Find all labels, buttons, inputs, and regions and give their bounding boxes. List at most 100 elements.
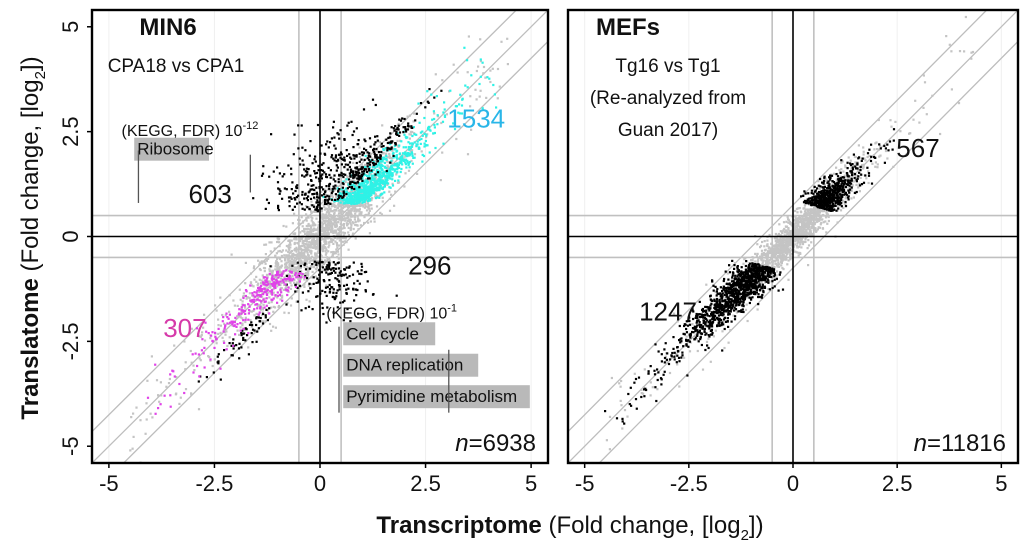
point-grey: [260, 282, 263, 285]
point-cyan: [371, 187, 374, 190]
point-grey: [818, 219, 821, 222]
point-grey: [300, 237, 303, 240]
point-magenta: [225, 348, 228, 351]
point-cyan: [429, 129, 432, 132]
point-grey: [799, 221, 802, 224]
point-black: [390, 126, 393, 129]
point-grey: [354, 220, 357, 223]
point-black: [328, 264, 331, 267]
point-black: [311, 188, 314, 191]
point-black: [268, 307, 271, 310]
point-grey: [811, 212, 814, 215]
point-magenta: [209, 358, 212, 361]
point-grey: [226, 344, 229, 348]
point-grey: [350, 226, 353, 229]
point-grey: [433, 112, 436, 115]
point-cyan: [390, 159, 393, 162]
point-cyan: [434, 146, 437, 150]
point-black: [339, 301, 342, 304]
point-magenta: [251, 292, 254, 295]
point-grey: [344, 219, 347, 222]
point-cyan: [380, 174, 383, 177]
point-black: [294, 283, 297, 286]
point-grey: [299, 278, 302, 281]
point-cyan: [488, 77, 491, 80]
point-grey: [775, 270, 779, 273]
point-grey: [333, 219, 336, 222]
point-cyan: [432, 132, 435, 135]
point-grey: [714, 329, 717, 332]
point-grey: [277, 256, 280, 259]
point-grey: [349, 228, 352, 232]
point-grey: [266, 257, 269, 260]
point-grey: [759, 244, 763, 247]
point-black: [311, 204, 314, 207]
point-black: [260, 174, 264, 177]
point-black: [303, 208, 306, 211]
point-grey: [796, 229, 799, 232]
point-grey: [879, 144, 882, 148]
point-grey: [479, 89, 482, 92]
point-grey: [233, 304, 236, 307]
point-grey: [344, 180, 347, 183]
point-cyan: [478, 82, 481, 86]
point-grey: [821, 218, 824, 221]
point-magenta: [276, 291, 279, 294]
point-cyan: [423, 142, 426, 145]
point-grey: [317, 206, 320, 209]
point-grey: [804, 238, 807, 241]
point-grey: [380, 213, 383, 216]
point-black: [345, 149, 348, 152]
point-black: [240, 346, 243, 349]
point-cyan: [393, 168, 397, 171]
point-black: [339, 151, 343, 154]
point-grey: [319, 253, 322, 256]
point-grey: [308, 206, 311, 209]
point-cyan: [351, 184, 354, 187]
point-cyan: [368, 186, 371, 189]
point-black: [328, 183, 331, 186]
point-grey: [346, 189, 349, 192]
point-grey: [777, 256, 780, 259]
point-black: [433, 96, 436, 99]
point-black: [315, 261, 318, 264]
point-grey: [249, 272, 253, 275]
point-grey: [332, 252, 335, 255]
point-grey: [260, 306, 263, 309]
point-black: [325, 185, 328, 188]
point-grey: [288, 241, 292, 244]
point-black: [391, 140, 394, 143]
point-grey: [810, 223, 813, 226]
point-magenta: [269, 290, 272, 293]
point-grey: [500, 40, 503, 43]
point-black: [328, 185, 331, 188]
point-grey: [797, 219, 800, 222]
point-grey: [397, 145, 400, 148]
point-magenta: [214, 331, 217, 334]
point-black: [346, 276, 349, 279]
point-cyan: [364, 198, 367, 201]
kegg-annotation-text: (KEGG, FDR) 10: [122, 123, 243, 140]
point-grey: [781, 266, 784, 270]
point-black: [357, 168, 360, 171]
point-grey: [764, 252, 767, 256]
point-black: [353, 181, 356, 184]
point-black: [287, 196, 291, 199]
point-grey: [390, 193, 393, 196]
point-black: [325, 202, 328, 206]
point-grey: [317, 230, 320, 233]
point-grey: [337, 218, 341, 221]
point-magenta: [258, 299, 261, 302]
point-grey: [337, 244, 341, 247]
point-black: [297, 147, 300, 150]
point-grey: [366, 202, 370, 205]
point-cyan: [424, 144, 427, 147]
point-black: [365, 170, 369, 173]
point-grey: [835, 166, 838, 169]
point-magenta: [244, 312, 247, 315]
point-grey: [328, 259, 331, 262]
point-grey: [753, 261, 756, 264]
point-magenta: [248, 305, 251, 308]
point-black: [362, 172, 365, 175]
point-black: [309, 140, 312, 143]
